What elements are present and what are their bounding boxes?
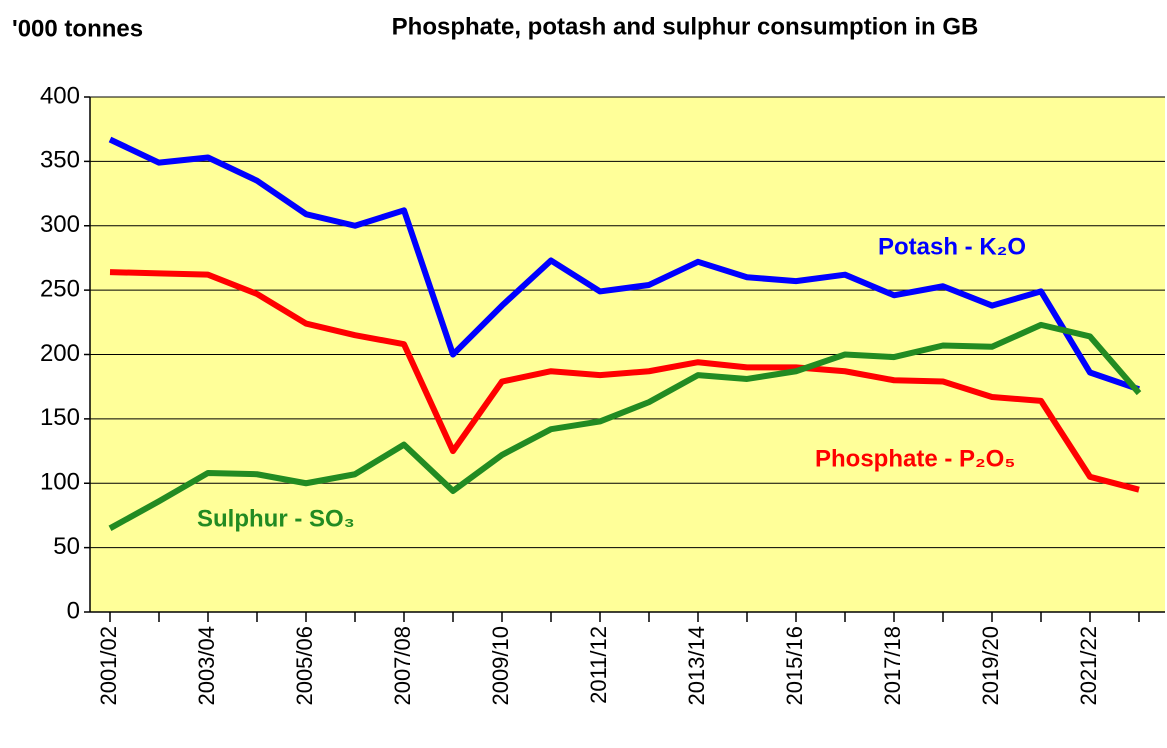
y-tick-label: 0 [67, 597, 80, 624]
y-tick-label: 50 [53, 533, 80, 560]
y-tick-label: 250 [40, 275, 80, 302]
x-tick-label: 2005/06 [292, 626, 317, 706]
x-tick-label: 2013/14 [684, 626, 709, 706]
x-tick-label: 2001/02 [96, 626, 121, 706]
x-tick-label: 2003/04 [194, 626, 219, 706]
y-tick-label: 400 [40, 82, 80, 109]
series-line [108, 321, 1142, 531]
x-tick-label: 2021/22 [1076, 626, 1101, 706]
y-tick-label: 150 [40, 404, 80, 431]
y-axis-label: '000 tonnes [12, 15, 143, 42]
y-tick-label: 300 [40, 211, 80, 238]
series-label: Phosphate - P₂O₅ [815, 445, 1015, 472]
series-label: Sulphur - SO₃ [197, 505, 355, 532]
series-line [108, 136, 1140, 393]
y-tick-label: 200 [40, 340, 80, 367]
x-tick-label: 2007/08 [390, 626, 415, 706]
y-tick-label: 350 [40, 147, 80, 174]
x-tick-label: 2009/10 [488, 626, 513, 706]
x-tick-label: 2019/20 [978, 626, 1003, 706]
y-tick-label: 100 [40, 469, 80, 496]
chart-title: Phosphate, potash and sulphur consumptio… [392, 13, 979, 40]
series-line [109, 269, 1140, 493]
x-tick-label: 2011/12 [586, 626, 611, 704]
x-tick-label: 2017/18 [880, 626, 905, 706]
series-label: Potash - K₂O [878, 233, 1026, 260]
x-tick-label: 2015/16 [782, 626, 807, 706]
